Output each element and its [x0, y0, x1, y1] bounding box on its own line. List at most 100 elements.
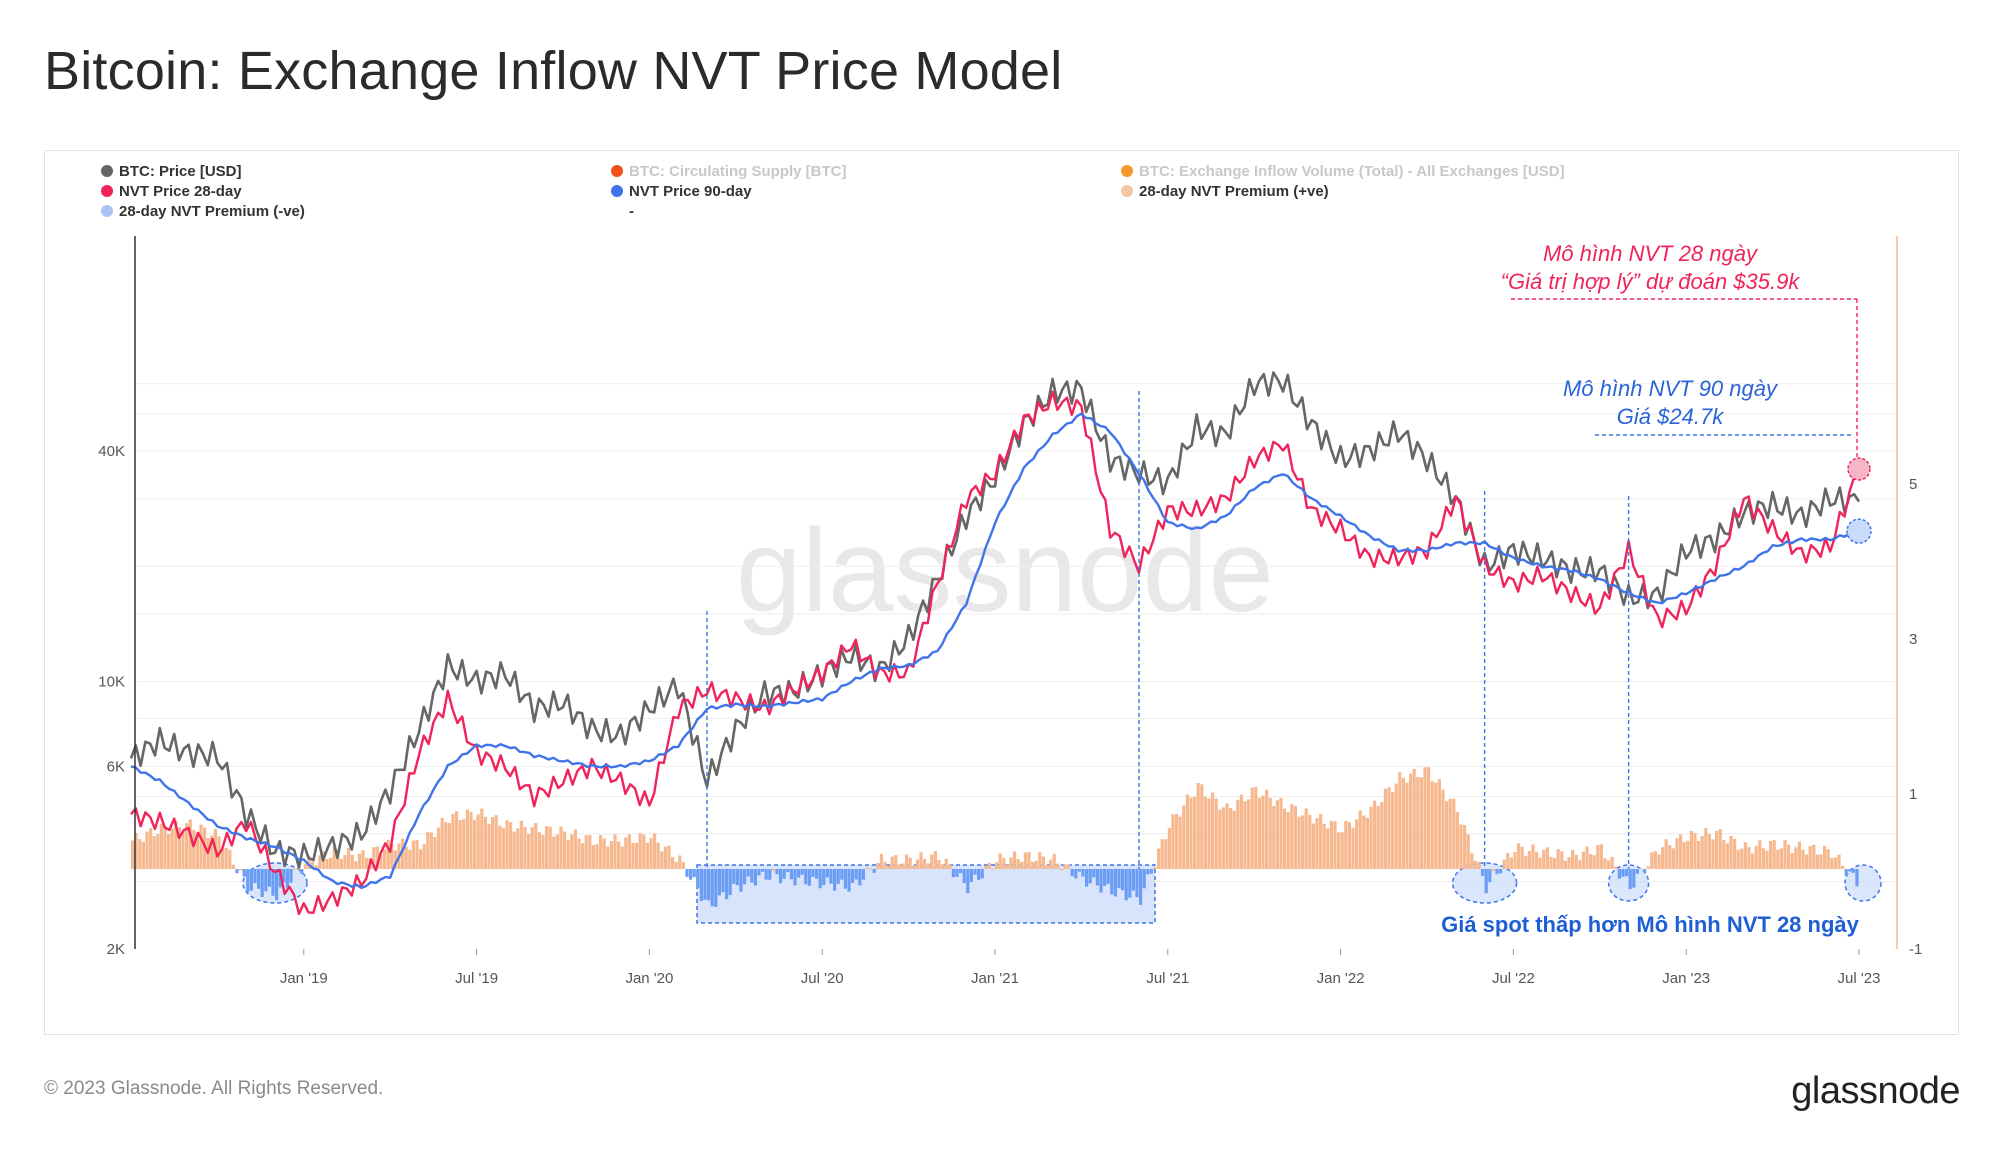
premium-bar	[437, 827, 441, 869]
premium-bar	[1527, 851, 1531, 869]
premium-bar	[1535, 851, 1539, 869]
nvt28-endpoint-marker	[1847, 457, 1871, 481]
premium-bar	[1423, 767, 1427, 869]
premium-bar	[573, 829, 577, 869]
premium-bar	[339, 858, 343, 869]
premium-bar	[1149, 869, 1153, 874]
premium-bar	[750, 869, 754, 883]
premium-bar	[188, 819, 192, 869]
premium-bar	[710, 869, 714, 907]
premium-bar	[977, 869, 981, 880]
premium-bar	[1041, 856, 1045, 869]
premium-bar	[1059, 869, 1063, 871]
premium-bar	[332, 847, 336, 869]
premium-bar	[1074, 869, 1078, 879]
premium-bar	[307, 856, 311, 869]
premium-bar	[1679, 834, 1683, 869]
premium-bar	[606, 846, 610, 869]
premium-bar	[1495, 869, 1499, 875]
premium-bar	[325, 858, 329, 869]
premium-bar	[1373, 800, 1377, 869]
premium-bar	[681, 861, 685, 869]
y-tick-label-left: 10K	[98, 673, 125, 690]
premium-bar	[1614, 866, 1618, 869]
premium-bar	[1578, 860, 1582, 869]
premium-bar	[1797, 841, 1801, 869]
premium-bar	[1725, 843, 1729, 869]
premium-bar	[1193, 796, 1197, 869]
premium-bar	[811, 869, 815, 877]
premium-bar	[159, 823, 163, 869]
premium-bar	[1113, 869, 1117, 897]
premium-bar	[872, 869, 876, 873]
premium-bar	[1754, 845, 1758, 869]
premium-bar	[530, 827, 534, 869]
premium-bar	[1848, 869, 1852, 872]
premium-bar	[1653, 851, 1657, 869]
annotation-nvt90-line1: Mô hình NVT 90 ngày	[1563, 376, 1779, 401]
premium-bar	[577, 838, 581, 869]
premium-bar	[822, 869, 826, 886]
premium-bar	[462, 819, 466, 869]
premium-bar	[1567, 857, 1571, 869]
premium-bar	[908, 857, 912, 869]
premium-bar	[293, 869, 297, 870]
premium-bar	[221, 849, 225, 869]
premium-bar	[966, 869, 970, 894]
premium-bar	[1077, 869, 1081, 872]
premium-bar	[591, 845, 595, 869]
premium-bar	[703, 869, 707, 900]
premium-bar	[476, 814, 480, 869]
premium-bar	[1563, 860, 1567, 869]
premium-bar	[599, 835, 603, 869]
premium-bar	[854, 869, 858, 880]
axes: 2K 6K 10K 40K -1 1 3 5 Jan '19 Jul '19 Jan '20 Jul …	[98, 236, 1922, 987]
y-tick-label-right: 3	[1909, 631, 1917, 648]
premium-bar	[1358, 810, 1362, 869]
premium-bar	[915, 859, 919, 869]
legend-marker	[611, 165, 623, 177]
premium-bar	[1434, 782, 1438, 869]
premium-bar	[451, 813, 455, 869]
legend-label: NVT Price 28-day	[119, 183, 242, 200]
premium-bar	[1466, 834, 1470, 869]
premium-bar	[638, 833, 642, 869]
premium-bar	[732, 869, 736, 884]
negative-premium-region	[696, 864, 1156, 924]
premium-bar	[422, 844, 426, 869]
negative-premium-highlights	[242, 862, 1882, 924]
premium-bar	[1826, 849, 1830, 869]
premium-bar	[170, 828, 174, 869]
premium-bar	[336, 849, 340, 869]
premium-bar	[1830, 858, 1834, 869]
premium-bar	[699, 869, 703, 901]
premium-bar	[1556, 849, 1560, 869]
premium-bar	[1297, 816, 1301, 869]
premium-bar	[282, 869, 286, 883]
premium-bar	[717, 869, 721, 896]
premium-bar	[343, 854, 347, 869]
premium-bar	[559, 826, 563, 869]
premium-bar	[1455, 812, 1459, 869]
premium-bar	[1743, 842, 1747, 869]
premium-bar	[851, 869, 855, 883]
premium-bar	[1617, 869, 1621, 879]
premium-bar	[768, 869, 772, 880]
premium-bar	[354, 861, 358, 869]
premium-bar	[1697, 841, 1701, 869]
premium-bar	[1322, 823, 1326, 869]
premium-bar	[1218, 809, 1222, 869]
premium-bar	[1175, 813, 1179, 869]
premium-bar	[998, 853, 1002, 869]
premium-bar	[408, 849, 412, 869]
premium-bar	[944, 858, 948, 869]
x-tick-label: Jul '19	[455, 970, 498, 987]
premium-bar	[1765, 850, 1769, 869]
premium-bar	[1362, 815, 1366, 869]
premium-bar	[1733, 838, 1737, 869]
premium-bar	[149, 828, 153, 869]
premium-bar	[1729, 835, 1733, 869]
premium-bar	[858, 869, 862, 886]
premium-bar	[1081, 869, 1085, 877]
premium-bar	[1142, 869, 1146, 889]
